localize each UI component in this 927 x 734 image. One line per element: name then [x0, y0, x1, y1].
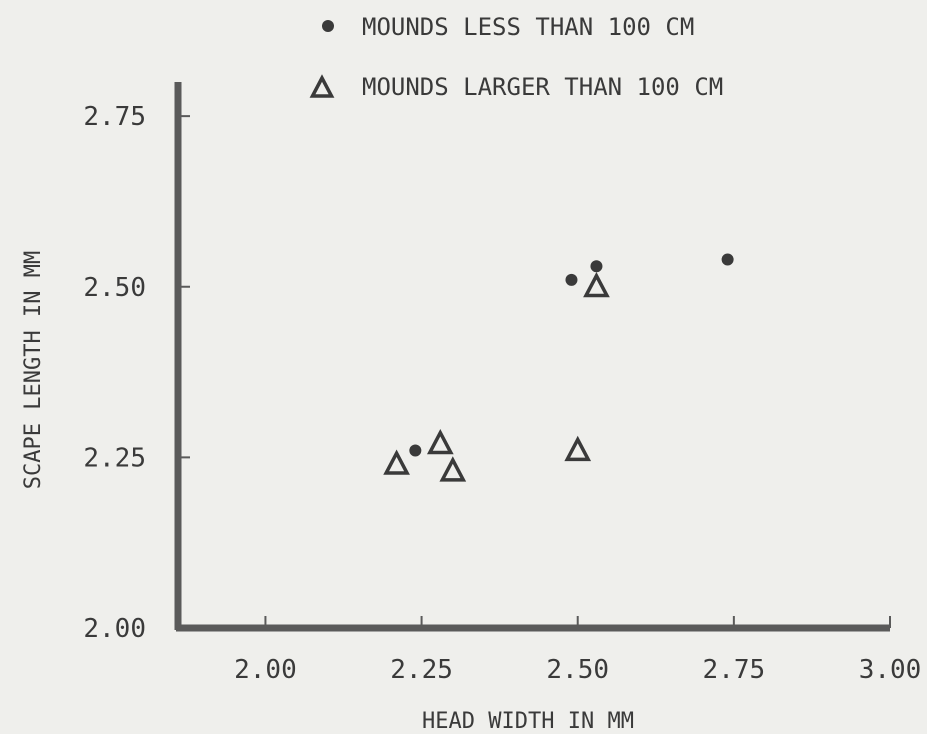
legend-triangle-icon [309, 74, 335, 98]
data-point-triangle [426, 428, 454, 455]
legend-label: MOUNDS LESS THAN 100 CM [362, 13, 694, 41]
data-point-circle [409, 444, 422, 457]
y-tick-label: 2.00 [83, 614, 146, 644]
data-point-triangle [564, 435, 592, 462]
y-tick-label: 2.50 [83, 273, 146, 303]
data-point-circle [590, 260, 603, 273]
legend-circle-icon [322, 20, 334, 32]
legend-label: MOUNDS LARGER THAN 100 CM [362, 73, 723, 101]
y-tick-label: 2.25 [83, 443, 146, 473]
x-tick-label: 2.75 [703, 655, 766, 685]
data-point-triangle [383, 449, 410, 475]
data-point-circle [565, 273, 578, 286]
data-point-triangle [439, 456, 467, 482]
x-tick-label: 2.00 [234, 655, 297, 685]
y-tick-label: 2.75 [83, 102, 146, 132]
data-point-triangle [583, 272, 610, 298]
x-tick-label: 2.25 [390, 655, 453, 685]
x-tick-label: 2.50 [546, 655, 609, 685]
y-axis-title: SCAPE LENGTH IN MM [21, 251, 46, 489]
x-axis-title: HEAD WIDTH IN MM [422, 709, 634, 734]
x-tick-label: 3.00 [859, 655, 922, 685]
data-point-circle [721, 253, 734, 266]
